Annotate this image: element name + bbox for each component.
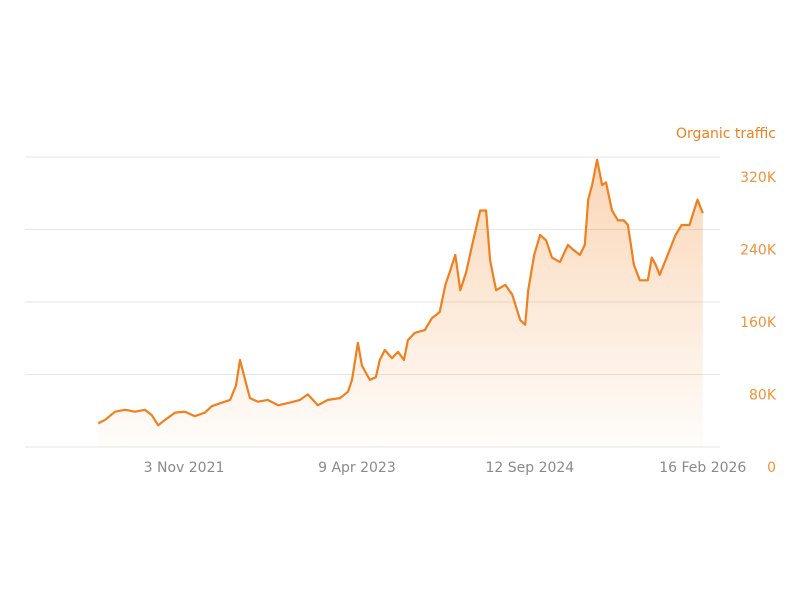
series-label: Organic traffic — [676, 126, 776, 142]
y-tick-label: 80K — [749, 388, 777, 404]
y-tick-label: 0 — [767, 460, 776, 476]
y-tick-label: 160K — [740, 315, 777, 331]
area — [98, 159, 703, 447]
y-tick-label: 240K — [740, 243, 777, 259]
x-tick-label: 12 Sep 2024 — [485, 460, 574, 476]
x-tick-label: 9 Apr 2023 — [318, 460, 396, 476]
x-tick-label: 3 Nov 2021 — [144, 460, 225, 476]
y-tick-label: 320K — [740, 170, 777, 186]
line — [97, 158, 704, 427]
x-tick-label: 16 Feb 2026 — [659, 460, 746, 476]
